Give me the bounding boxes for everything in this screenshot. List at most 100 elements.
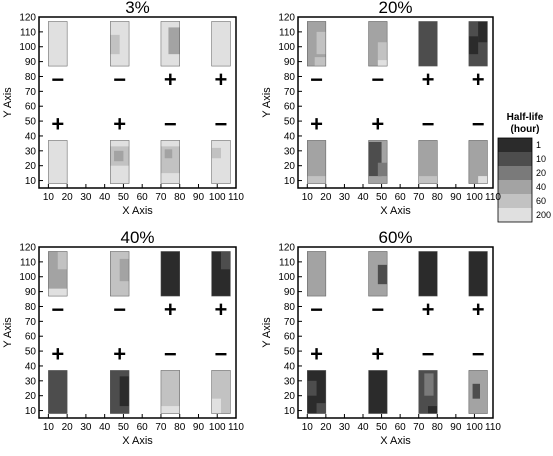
legend-label: 60 <box>536 196 546 206</box>
heat-patch <box>316 31 326 55</box>
y-tick-label: 110 <box>279 257 295 268</box>
heat-block-outline <box>211 21 231 67</box>
heat-block-outline <box>307 370 327 414</box>
x-tick-label: 20 <box>62 422 74 433</box>
heat-patch <box>110 34 120 55</box>
heat-patch <box>478 176 488 184</box>
charge-sign-bottom: − <box>164 341 177 366</box>
y-tick-label: 70 <box>284 317 296 328</box>
heat-patch <box>307 176 326 184</box>
panel-0: 3%−+−++−+−10 20 30 40 50 60 70 80 90 100 110102030… <box>2 0 244 217</box>
plot-frame <box>38 246 237 419</box>
charge-sign-bottom: − <box>472 341 485 366</box>
x-tick-label: 80 <box>432 192 444 203</box>
x-tick-label: 110 <box>485 192 501 203</box>
charge-sign-top: − <box>371 297 384 322</box>
x-tick-label: 40 <box>99 422 111 433</box>
heat-block-outline <box>211 140 231 184</box>
heat-patch <box>48 288 68 297</box>
y-tick-label: 20 <box>25 391 37 402</box>
y-tick-label: 50 <box>25 117 37 128</box>
heat-block-outline <box>368 251 388 297</box>
heat-patch <box>377 60 388 67</box>
y-tick-label: 60 <box>25 102 37 113</box>
y-tick-label: 50 <box>284 117 296 128</box>
y-tick-label: 70 <box>284 87 296 98</box>
legend-title: (hour) <box>511 124 540 135</box>
charge-sign-top: − <box>113 297 126 322</box>
x-axis-label: X Axis <box>380 205 411 217</box>
heat-block-outline <box>48 251 68 297</box>
x-tick-label: 90 <box>193 422 205 433</box>
charge-sign-bottom: − <box>164 111 177 136</box>
y-tick-label: 60 <box>284 332 296 343</box>
x-tick-label: 90 <box>450 422 462 433</box>
x-tick-label: 80 <box>174 192 186 203</box>
legend-title: Half-life <box>507 112 544 123</box>
charge-sign-bottom: + <box>310 341 323 366</box>
y-tick-label: 30 <box>25 146 37 157</box>
heat-block-top <box>211 21 231 67</box>
legend-frame <box>497 137 533 223</box>
x-axis-label: X Axis <box>122 435 153 447</box>
y-tick-label: 70 <box>25 87 37 98</box>
heat-block-outline <box>110 21 130 67</box>
charge-sign-top: + <box>422 297 435 322</box>
charge-sign-top: − <box>310 67 323 92</box>
charge-sign-top: + <box>164 297 177 322</box>
heat-block-outline <box>160 370 180 414</box>
x-tick-label: 30 <box>80 192 92 203</box>
y-tick-label: 20 <box>284 161 296 172</box>
legend-label: 1 <box>536 140 541 150</box>
panel-title: 40% <box>120 228 154 247</box>
heat-block-outline <box>48 370 68 414</box>
x-tick-label: 70 <box>413 422 425 433</box>
y-tick-label: 10 <box>284 406 296 417</box>
heat-block-outline <box>368 21 388 67</box>
x-tick-label: 110 <box>228 192 244 203</box>
heat-block-outline <box>307 251 327 297</box>
y-tick-label: 10 <box>25 406 37 417</box>
charge-sign-top: − <box>51 297 64 322</box>
heat-block-outline <box>468 251 488 297</box>
heat-block-bottom <box>160 370 180 414</box>
heat-patch <box>160 406 180 414</box>
y-tick-label: 80 <box>284 72 296 83</box>
heat-block-bottom <box>48 140 68 184</box>
x-tick-label: 70 <box>413 192 425 203</box>
x-tick-label: 70 <box>155 422 167 433</box>
heat-block-outline <box>468 370 488 414</box>
x-tick-label: 100 <box>466 422 483 433</box>
x-tick-label: 50 <box>376 422 388 433</box>
x-tick-label: 20 <box>62 192 74 203</box>
heat-patch <box>478 21 488 43</box>
x-tick-label: 60 <box>137 422 149 433</box>
heat-patch <box>220 251 231 270</box>
y-axis-label: Y Axis <box>261 317 273 348</box>
legend-swatch <box>498 180 532 194</box>
heat-block-bottom <box>418 140 438 184</box>
heat-block-outline <box>418 140 438 184</box>
x-tick-label: 50 <box>376 192 388 203</box>
x-tick-label: 80 <box>432 422 444 433</box>
heat-block-outline <box>418 370 438 414</box>
heat-block-top <box>418 251 438 297</box>
y-tick-label: 120 <box>278 243 295 254</box>
legend: Half-life(hour) 1 10 20 40 60 200 <box>497 112 551 223</box>
heat-block-outline <box>211 251 231 297</box>
heat-block-top <box>160 251 180 297</box>
y-tick-label: 120 <box>278 13 295 24</box>
heat-block-outline <box>307 140 327 184</box>
heat-block-outline <box>418 21 438 67</box>
heat-patch <box>114 150 124 162</box>
legend-label: 200 <box>536 210 551 220</box>
heat-block-top <box>110 21 130 67</box>
charge-sign-top: − <box>371 67 384 92</box>
heat-patch <box>57 251 68 270</box>
charge-sign-bottom: − <box>422 341 435 366</box>
charge-sign-bottom: + <box>371 341 384 366</box>
heat-patch <box>377 162 388 177</box>
charge-sign-top: + <box>164 67 177 92</box>
legend-label: 20 <box>536 168 546 178</box>
